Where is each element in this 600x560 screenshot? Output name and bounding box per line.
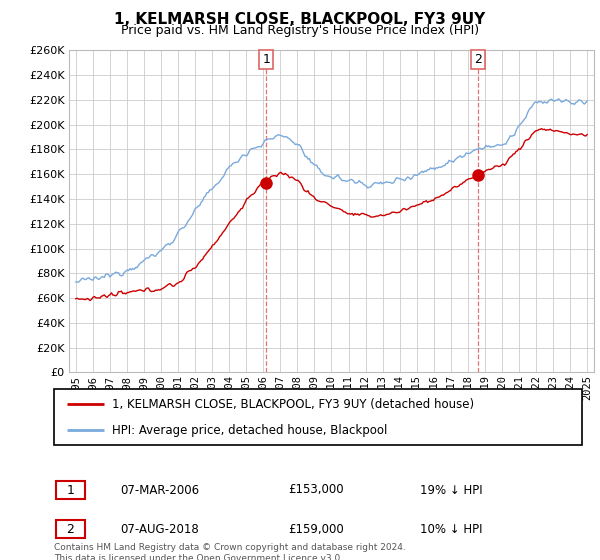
Text: HPI: Average price, detached house, Blackpool: HPI: Average price, detached house, Blac… (112, 423, 388, 437)
Text: £153,000: £153,000 (288, 483, 344, 497)
FancyBboxPatch shape (54, 389, 582, 445)
Text: 1, KELMARSH CLOSE, BLACKPOOL, FY3 9UY (detached house): 1, KELMARSH CLOSE, BLACKPOOL, FY3 9UY (d… (112, 398, 474, 411)
Text: 10% ↓ HPI: 10% ↓ HPI (420, 522, 482, 536)
Text: 1: 1 (262, 53, 270, 66)
Text: 07-MAR-2006: 07-MAR-2006 (120, 483, 199, 497)
Text: 1, KELMARSH CLOSE, BLACKPOOL, FY3 9UY: 1, KELMARSH CLOSE, BLACKPOOL, FY3 9UY (115, 12, 485, 27)
Text: 1: 1 (67, 483, 74, 497)
Text: 07-AUG-2018: 07-AUG-2018 (120, 522, 199, 536)
Text: Contains HM Land Registry data © Crown copyright and database right 2024.
This d: Contains HM Land Registry data © Crown c… (54, 543, 406, 560)
FancyBboxPatch shape (56, 481, 85, 499)
Text: 2: 2 (67, 522, 74, 536)
FancyBboxPatch shape (56, 520, 85, 538)
Text: 2: 2 (474, 53, 482, 66)
Text: £159,000: £159,000 (288, 522, 344, 536)
Text: 19% ↓ HPI: 19% ↓ HPI (420, 483, 482, 497)
Text: Price paid vs. HM Land Registry's House Price Index (HPI): Price paid vs. HM Land Registry's House … (121, 24, 479, 36)
